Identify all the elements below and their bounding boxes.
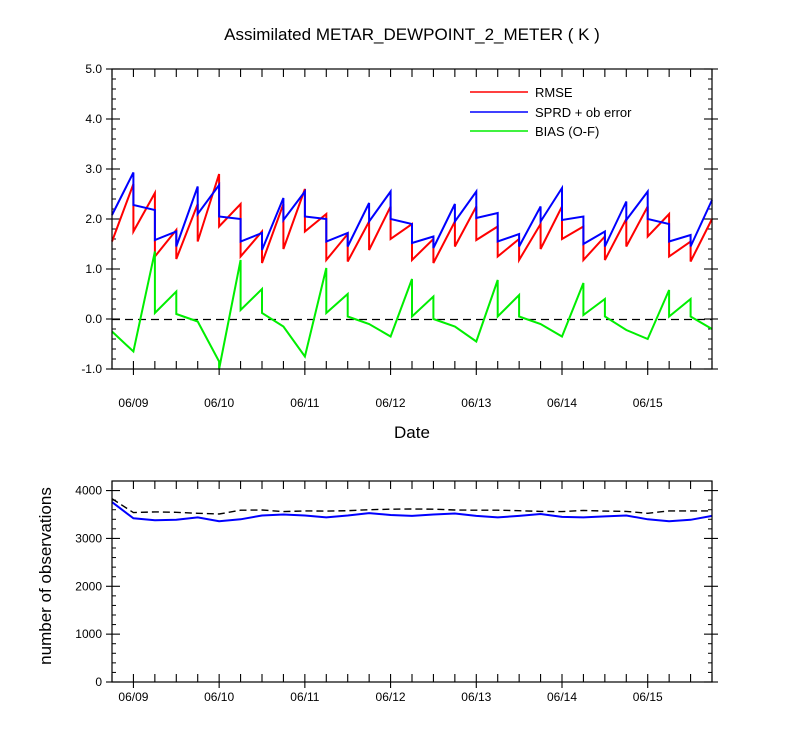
top-date-label: 06/12: [376, 396, 406, 410]
top-y-tick-label: 0.0: [85, 312, 102, 326]
legend-label-sprd: SPRD + ob error: [535, 105, 632, 120]
legend: RMSE SPRD + ob error BIAS (O-F): [470, 85, 632, 139]
top-series: [111, 172, 713, 370]
bottom-y-tick-label: 2000: [75, 579, 102, 593]
top-date-label: 06/11: [290, 396, 319, 410]
top-y-tick-label: 3.0: [85, 162, 102, 176]
bottom-y-axis-label: number of observations: [36, 487, 55, 665]
bottom-ticks: [106, 480, 718, 688]
top-date-label: 06/10: [204, 396, 234, 410]
top-date-label: 06/14: [547, 396, 577, 410]
bottom-date-label: 06/10: [204, 690, 234, 704]
bottom-tick-labels: 06/09 06/10 06/11 06/12 06/13 06/14 06/15 4000 3…: [75, 484, 663, 704]
top-panel: 06/09 06/10 06/11 06/12 06/13 06/14 06/15 5.0 4.…: [81, 62, 718, 442]
top-y-tick-label: 2.0: [85, 212, 102, 226]
bottom-line-series-0: [111, 498, 712, 515]
top-tick-labels: 06/09 06/10 06/11 06/12 06/13 06/14 06/15 5.0 4.…: [81, 62, 663, 410]
top-date-label: 06/15: [633, 396, 663, 410]
top-line-sprd-ob-error: [111, 172, 713, 251]
top-x-axis-label: Date: [394, 423, 430, 442]
bottom-panel: 06/09 06/10 06/11 06/12 06/13 06/14 06/15 4000 3…: [36, 480, 718, 704]
bottom-date-label: 06/12: [376, 690, 406, 704]
top-y-tick-label: -1.0: [81, 362, 102, 376]
top-ticks: [106, 68, 718, 375]
bottom-y-tick-label: 3000: [75, 531, 102, 545]
top-date-label: 06/09: [118, 396, 148, 410]
bottom-y-tick-label: 4000: [75, 484, 102, 498]
bottom-date-label: 06/14: [547, 690, 577, 704]
bottom-date-label: 06/11: [290, 690, 319, 704]
bottom-series: [111, 498, 713, 523]
bottom-y-tick-label: 0: [95, 675, 102, 689]
bottom-line-series-1: [111, 501, 713, 523]
legend-label-bias: BIAS (O-F): [535, 124, 599, 139]
chart-title: Assimilated METAR_DEWPOINT_2_METER ( K ): [224, 25, 600, 44]
bottom-date-label: 06/13: [461, 690, 491, 704]
bottom-date-label: 06/09: [118, 690, 148, 704]
top-line-bias-o-f: [111, 251, 713, 370]
bottom-plot-frame: [111, 480, 713, 683]
top-y-tick-label: 5.0: [85, 62, 102, 76]
top-y-tick-label: 4.0: [85, 112, 102, 126]
bottom-date-label: 06/15: [633, 690, 663, 704]
legend-label-rmse: RMSE: [535, 85, 573, 100]
top-line-rmse: [111, 173, 713, 264]
top-plot-frame: [111, 68, 713, 370]
bottom-y-tick-label: 1000: [75, 627, 102, 641]
top-date-label: 06/13: [461, 396, 491, 410]
top-y-tick-label: 1.0: [85, 262, 102, 276]
